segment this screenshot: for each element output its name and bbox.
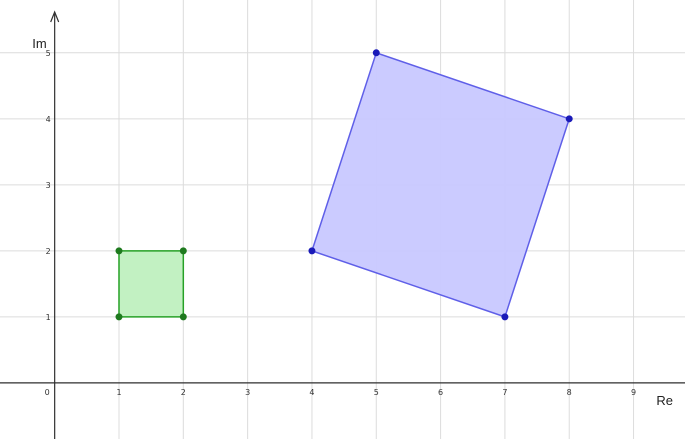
axes (0, 10, 685, 439)
small-square-vertex[interactable] (179, 247, 187, 255)
y-tick-label: 1 (46, 313, 51, 322)
x-tick-label: 0 (45, 388, 50, 397)
vertices (115, 49, 573, 321)
x-tick-label: 1 (116, 388, 121, 397)
x-tick-label: 2 (181, 388, 186, 397)
shapes (118, 51, 571, 318)
x-tick-label: 9 (631, 388, 636, 397)
large-square-vertex[interactable] (372, 49, 380, 57)
y-tick-label: 3 (46, 181, 51, 190)
small-square-polygon (118, 250, 185, 318)
x-tick-label: 8 (567, 388, 572, 397)
axis-labels: 0 1 2 3 4 5 6 7 8 9 1 2 3 4 5 Re Im (32, 36, 673, 408)
y-tick-label: 4 (46, 115, 51, 124)
y-axis-label: Im (32, 36, 46, 51)
x-axis-label: Re (656, 393, 673, 408)
x-tick-label: 7 (502, 388, 507, 397)
small-square-vertex[interactable] (115, 313, 123, 321)
y-tick-label: 5 (46, 49, 51, 58)
large-square-vertex[interactable] (501, 313, 509, 321)
x-tick-label: 5 (374, 388, 379, 397)
large-square-polygon (311, 51, 571, 318)
y-axis-arrow-icon (50, 10, 60, 23)
small-square-vertex[interactable] (115, 247, 123, 255)
large-square-vertex[interactable] (308, 247, 316, 255)
y-tick-label: 2 (46, 247, 51, 256)
x-tick-label: 3 (245, 388, 250, 397)
small-square-vertex[interactable] (179, 313, 187, 321)
x-tick-label: 6 (438, 388, 443, 397)
large-square-vertex[interactable] (565, 115, 573, 123)
x-tick-label: 4 (309, 388, 314, 397)
